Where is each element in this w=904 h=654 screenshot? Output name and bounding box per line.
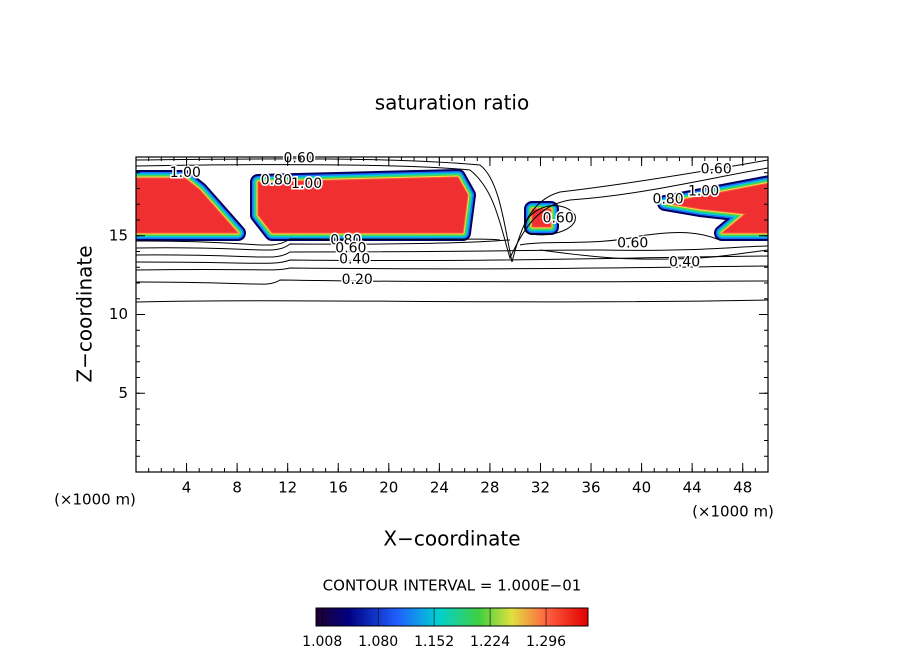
contour-label: 1.00 bbox=[291, 176, 322, 192]
contour-label-layer: 0.601.00 0.80 1.000.600.80 1.000.600.800.60… bbox=[168, 149, 733, 289]
filled-regions bbox=[136, 169, 768, 241]
colorbar-label: 1.008 bbox=[302, 634, 342, 650]
x-tick-label: 32 bbox=[531, 479, 550, 497]
y-tick-label: 5 bbox=[118, 384, 128, 402]
contour-label: 0.60 bbox=[283, 151, 314, 167]
shade-core bbox=[257, 176, 469, 234]
shade-core bbox=[136, 177, 240, 234]
contour-label: 0.20 bbox=[342, 272, 373, 288]
x-axis-label: X−coordinate bbox=[383, 527, 520, 551]
x-tick-label: 48 bbox=[733, 479, 752, 497]
contour-label: 0.80 bbox=[330, 232, 361, 248]
x-tick-label: 28 bbox=[480, 479, 499, 497]
colorbar bbox=[315, 607, 589, 627]
x-tick-label: 40 bbox=[632, 479, 651, 497]
x-tick-label: 16 bbox=[329, 479, 348, 497]
x-tick-label: 24 bbox=[430, 479, 449, 497]
contour-label: 0.40 bbox=[339, 251, 370, 267]
y-axis-label: Z−coordinate bbox=[73, 245, 97, 382]
x-unit: (×1000 m) bbox=[54, 491, 136, 509]
x-tick-label: 8 bbox=[232, 479, 242, 497]
y-tick-label: 15 bbox=[109, 226, 128, 244]
colorbar-label: 1.152 bbox=[414, 634, 454, 650]
contour-lines bbox=[136, 158, 768, 303]
colorbar-label: 1.296 bbox=[526, 634, 566, 650]
shade-core bbox=[664, 182, 768, 234]
contour-label: 0.60 bbox=[701, 162, 732, 178]
contour-label: 0.80 bbox=[653, 192, 684, 208]
contour-label: 0.60 bbox=[543, 210, 574, 226]
colorbar-label: 1.224 bbox=[470, 634, 510, 650]
contour-interval: CONTOUR INTERVAL = 1.000E−01 bbox=[323, 577, 582, 595]
x-tick-label: 20 bbox=[379, 479, 398, 497]
x-unit-right: (×1000 m) bbox=[692, 503, 774, 521]
x-tick-label: 44 bbox=[683, 479, 702, 497]
x-tick-label: 4 bbox=[182, 479, 192, 497]
x-tick-label: 36 bbox=[581, 479, 600, 497]
chart-title: saturation ratio bbox=[375, 91, 529, 115]
contour-label: 0.60 bbox=[335, 240, 366, 256]
colorbar-label: 1.080 bbox=[358, 634, 398, 650]
contour-label: 1.00 bbox=[688, 184, 719, 200]
contour-label: 1.00 bbox=[170, 165, 201, 181]
contour-label: 0.60 bbox=[617, 236, 648, 252]
contour-label: 0.40 bbox=[669, 255, 700, 271]
contour-label: 0.80 bbox=[261, 173, 292, 189]
y-tick-label: 10 bbox=[109, 305, 128, 323]
x-tick-label: 12 bbox=[278, 479, 297, 497]
